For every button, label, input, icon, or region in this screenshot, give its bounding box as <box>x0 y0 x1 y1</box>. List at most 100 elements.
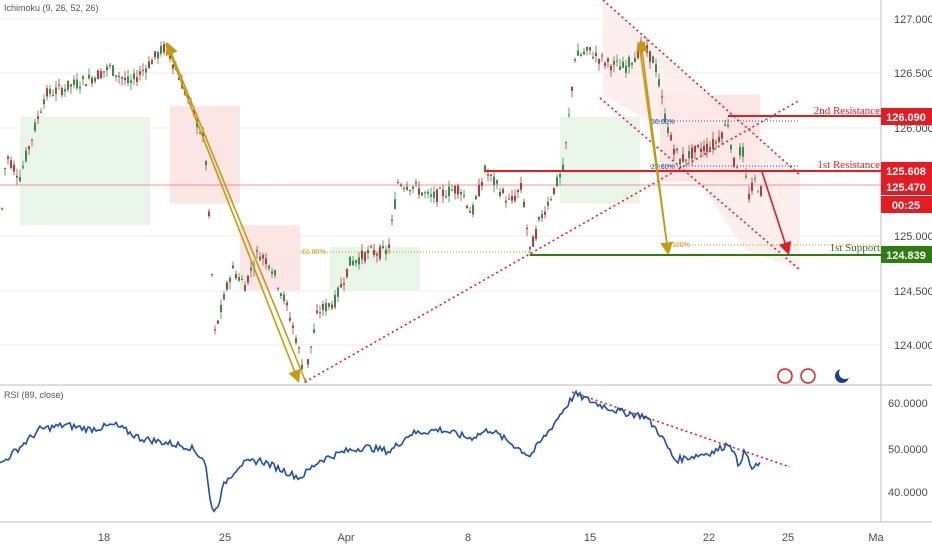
candle-body <box>736 167 738 169</box>
candle-body <box>325 302 327 312</box>
time-tick: 18 <box>98 532 110 544</box>
candle-body <box>508 198 510 200</box>
current-price: 125.470 <box>886 182 926 194</box>
candle-body <box>232 265 234 269</box>
candle-body <box>664 113 666 122</box>
candle-body <box>247 275 249 283</box>
candle-body <box>70 84 72 87</box>
candle-body <box>124 77 126 81</box>
candle-body <box>751 182 753 191</box>
candle-body <box>313 329 315 333</box>
candle-body <box>91 77 93 84</box>
candle-body <box>415 181 417 184</box>
candle-body <box>85 84 87 87</box>
candle-body <box>58 84 60 86</box>
candle-body <box>349 256 351 266</box>
target-zone <box>603 0 800 270</box>
candle-body <box>631 63 633 65</box>
time-axis: 18 25 Apr 8 15 22 25 Ma <box>98 532 885 544</box>
candle-body <box>655 64 657 73</box>
candle-body <box>436 189 438 202</box>
price-candles <box>1 36 762 384</box>
cloud-band <box>560 116 640 204</box>
candle-body <box>670 134 672 141</box>
candle-body <box>487 174 489 176</box>
time-tick: Apr <box>337 532 354 544</box>
candle-body <box>121 77 123 79</box>
candle-body <box>733 157 735 167</box>
candle-body <box>574 58 576 61</box>
candle-body <box>238 277 240 281</box>
candle-body <box>502 189 504 194</box>
candle-body <box>406 186 408 190</box>
candle-body <box>505 200 507 203</box>
candle-body <box>565 142 567 144</box>
candle-body <box>541 213 543 219</box>
rsi-tick: 40.0000 <box>888 487 928 499</box>
candle-body <box>64 89 66 92</box>
up-move-arrow <box>165 42 306 381</box>
candle-body <box>94 77 96 82</box>
candle-body <box>727 125 729 127</box>
candle-body <box>658 79 660 87</box>
candle-body <box>103 71 105 73</box>
candle-body <box>337 287 339 297</box>
candle-body <box>688 151 690 159</box>
candle-body <box>118 75 120 77</box>
time-tick: 25 <box>219 532 231 544</box>
candle-body <box>577 50 579 56</box>
candle-body <box>154 51 156 58</box>
candle-body <box>109 65 111 67</box>
fib-100-label: 100% <box>672 242 690 249</box>
candle-body <box>430 194 432 197</box>
candle-body <box>298 347 300 349</box>
candle-body <box>37 116 39 120</box>
candle-body <box>346 268 348 278</box>
candle-body <box>757 191 759 193</box>
ichimoku-cloud <box>20 94 760 291</box>
candle-body <box>568 114 570 116</box>
candle-body <box>739 146 741 156</box>
candle-body <box>100 71 102 79</box>
fib-500-label: 50.00% <box>651 119 675 126</box>
candle-body <box>139 71 141 75</box>
rsi-series <box>0 389 761 513</box>
candle-body <box>370 246 372 248</box>
price-tick: 126.000 <box>894 123 932 135</box>
candle-body <box>82 76 84 80</box>
candle-body <box>721 132 723 139</box>
candle-body <box>421 192 423 196</box>
candle-body <box>220 304 222 312</box>
candle-body <box>163 43 165 53</box>
candle-body <box>556 177 558 187</box>
candle-body <box>145 68 147 73</box>
candle-body <box>742 147 744 157</box>
rsi-tick: 50.0000 <box>888 444 928 456</box>
candle-body <box>211 274 213 276</box>
candle-body <box>730 145 732 150</box>
candle-body <box>616 60 618 62</box>
current-price-badge <box>881 178 932 195</box>
alert-icons <box>777 367 851 384</box>
candle-body <box>589 47 591 51</box>
candle-body <box>316 310 318 314</box>
candle-body <box>226 282 228 290</box>
candle-body <box>19 177 21 182</box>
candle-body <box>76 79 78 89</box>
candle-body <box>73 79 75 86</box>
candle-body <box>265 258 267 265</box>
candle-body <box>223 294 225 300</box>
candle-body <box>250 267 252 271</box>
candle-body <box>448 186 450 197</box>
candle-body <box>208 211 210 217</box>
candle-body <box>127 76 129 84</box>
candle-body <box>535 228 537 239</box>
rsi-trendline <box>571 391 791 468</box>
time-tick: Ma <box>868 532 884 544</box>
candle-body <box>745 175 747 178</box>
candle-body <box>691 147 693 159</box>
candle-body <box>79 86 81 89</box>
candle-body <box>229 278 231 282</box>
candle-body <box>235 274 237 279</box>
